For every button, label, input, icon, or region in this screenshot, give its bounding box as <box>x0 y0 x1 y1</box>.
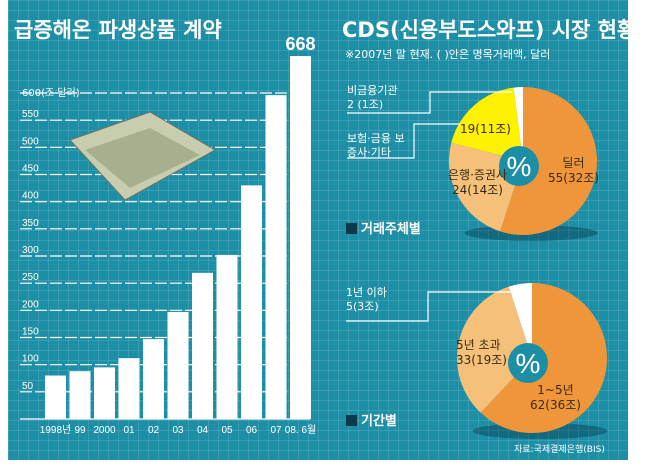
y-axis-label: 600(조 달러) <box>22 88 80 99</box>
y-tick-label: 100 <box>22 354 39 365</box>
legend-by-term: 기간별 <box>346 410 397 429</box>
y-tick-label: 300 <box>22 245 39 256</box>
label-1-5y: 1~5년 62(36조) <box>530 383 581 412</box>
legend-by-entity: 거래주체별 <box>346 218 421 237</box>
x-tick-label: 04 <box>197 425 209 436</box>
label-over-5y: 5년 초과 33(19조) <box>456 338 507 367</box>
percent-icon: % <box>507 151 532 182</box>
label-insurance: 보험·금융 보증사·기타 <box>347 132 405 159</box>
data-label: 668 <box>285 34 315 54</box>
y-tick-label: 450 <box>22 164 39 175</box>
x-tick-label: 1998년 <box>40 424 71 436</box>
y-tick-label: 250 <box>22 272 39 283</box>
leader-line <box>347 91 512 114</box>
x-tick-label: 01 <box>123 425 135 436</box>
legend-swatch <box>346 415 357 426</box>
pie-slice-비금융기관 <box>513 87 523 161</box>
bar-04 <box>192 272 213 419</box>
bar-chart-title: 급증해온 파생상품 계약 <box>14 18 222 42</box>
leader-line <box>346 291 522 322</box>
y-tick-label: 550 <box>22 109 39 120</box>
bar-02 <box>143 339 164 419</box>
bar-07 <box>265 95 287 419</box>
x-tick-label: 99 <box>74 425 86 436</box>
legend-swatch <box>346 223 357 234</box>
label-insurance-value: 19(11조) <box>460 122 511 136</box>
bar-1998년 <box>45 375 66 419</box>
x-tick-label: 07 <box>270 425 282 436</box>
percent-icon: % <box>516 348 541 379</box>
x-tick-label: 05 <box>221 425 233 436</box>
label-nonfinancial: 비금융기관 2 (1조) <box>347 84 398 111</box>
bar-01 <box>118 358 140 419</box>
y-tick-label: 50 <box>22 381 34 392</box>
pie-center <box>499 146 539 186</box>
money-stack-icon <box>85 128 200 188</box>
pie-section-title: CDS(신용부도스와프) 시장 현황 <box>342 18 637 42</box>
pie-subtitle: ※2007년 말 현재. ( )안은 명목거래액, 달러 <box>345 48 551 61</box>
x-tick-label: 03 <box>172 425 184 436</box>
x-tick-label: 06 <box>246 425 258 436</box>
y-tick-label: 200 <box>22 299 39 310</box>
y-tick-label: 400 <box>22 191 39 202</box>
y-tick-label: 350 <box>22 218 39 229</box>
x-tick-label: 2000 <box>93 425 116 436</box>
bar-08. 6월 <box>290 56 311 419</box>
pie-slice-5년 초과 <box>457 286 532 413</box>
pie-slice-딜러 <box>500 87 598 235</box>
label-dealer: 딜러 55(32조) <box>548 156 599 185</box>
leader-line <box>347 123 460 159</box>
pie-center <box>508 343 548 383</box>
bar-03 <box>167 311 189 419</box>
y-tick-label: 150 <box>22 327 39 338</box>
x-tick-label: 08. 6월 <box>285 424 316 436</box>
y-tick-label: 500 <box>22 136 39 147</box>
pie-slice-보험·금융 보증사·기타 <box>451 87 523 161</box>
bar-06 <box>241 185 262 419</box>
x-tick-label: 02 <box>148 425 160 436</box>
label-under-1y: 1년 이하 5(3조) <box>346 286 387 313</box>
source-note: 자료:국제결제은행(BIS) <box>514 445 605 455</box>
bar-05 <box>216 254 238 419</box>
bar-99 <box>69 371 91 419</box>
bar-2000 <box>94 367 115 419</box>
label-bank: 은행·증권사 24(14조) <box>448 168 508 197</box>
pie-slice-1년 이하 <box>508 283 532 358</box>
